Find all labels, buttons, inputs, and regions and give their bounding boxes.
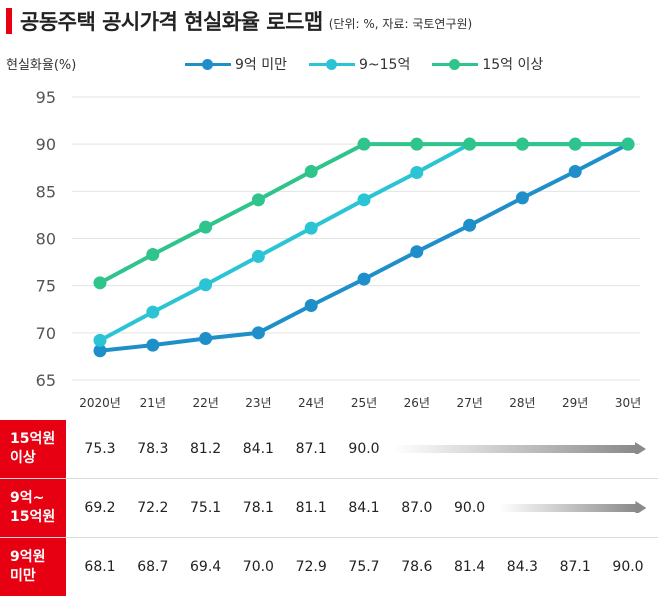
legend-item: 9억 미만	[185, 54, 287, 74]
x-tick-label: 27년	[456, 396, 482, 410]
data-point	[199, 331, 213, 345]
y-tick-label: 70	[36, 324, 56, 343]
table-cell: 69.4	[190, 559, 222, 575]
legend-swatch	[185, 57, 231, 71]
data-point	[251, 249, 265, 263]
data-point	[515, 191, 529, 205]
data-point	[93, 344, 107, 358]
table-cell: 81.2	[190, 441, 222, 457]
table-cell: 75.1	[190, 500, 222, 516]
data-point	[515, 137, 529, 151]
data-point	[199, 220, 213, 234]
legend-label: 15억 이상	[482, 57, 544, 73]
line-chart: 65 70 75 80 85 90 95 2020년 21년 22년 23년 24년 25년 26년 27년…	[36, 88, 642, 410]
y-tick-label: 65	[36, 371, 56, 390]
data-point	[304, 165, 318, 179]
data-point	[357, 137, 371, 151]
x-tick-label: 25년	[351, 396, 377, 410]
table-cell: 70.0	[242, 559, 274, 575]
table-cell: 90.0	[348, 441, 380, 457]
row-header: 9억원 미만	[0, 538, 66, 596]
data-point	[304, 298, 318, 312]
table-row: 9억~ 15억원 69.2 72.2 75.1 78.1 81.1 84.1 87.0 90.0	[0, 478, 658, 537]
chart-subtitle: (단위: %, 자료: 국토연구원)	[328, 16, 473, 31]
data-point	[251, 326, 265, 340]
continuation-arrow	[499, 501, 646, 513]
table-cell: 72.2	[137, 500, 169, 516]
data-point	[568, 165, 582, 179]
x-tick-label: 23년	[245, 396, 271, 410]
legend-swatch	[309, 57, 355, 71]
y-tick-label: 95	[36, 88, 56, 107]
y-axis-label: 현실화율(%)	[6, 58, 77, 73]
data-point	[93, 276, 107, 290]
table-cell: 72.9	[295, 559, 327, 575]
x-tick-label: 2020년	[79, 396, 121, 410]
table-cell: 84.3	[506, 559, 538, 575]
data-point	[410, 137, 424, 151]
data-point	[357, 193, 371, 207]
data-point	[410, 165, 424, 179]
legend-label: 9억 미만	[235, 57, 287, 73]
table-row: 15억원 이상 75.3 78.3 81.2 84.1 87.1 90.0	[0, 420, 658, 478]
legend-label: 9~15억	[359, 57, 411, 73]
table-cell: 87.0	[401, 500, 433, 516]
table-cell: 81.4	[454, 559, 486, 575]
table-cell: 78.1	[242, 500, 274, 516]
x-tick-label: 26년	[404, 396, 430, 410]
legend-item: 15억 이상	[432, 54, 543, 74]
table-cell: 84.1	[242, 441, 274, 457]
table-cell: 78.3	[137, 441, 169, 457]
data-point	[568, 137, 582, 151]
x-tick-label: 29년	[562, 396, 588, 410]
y-tick-label: 80	[36, 230, 56, 249]
data-point	[357, 272, 371, 286]
legend-item: 9~15억	[309, 54, 410, 74]
table-cell: 75.3	[84, 441, 116, 457]
x-tick-label: 24년	[298, 396, 324, 410]
table-cell: 78.6	[401, 559, 433, 575]
title-accent-bar	[6, 8, 12, 34]
x-tick-label: 22년	[192, 396, 218, 410]
data-point	[199, 278, 213, 292]
data-point	[621, 137, 635, 151]
table-cell: 84.1	[348, 500, 380, 516]
x-tick-label: 30년	[615, 396, 641, 410]
table-row: 9억원 미만 68.1 68.7 69.4 70.0 72.9 75.7 78.6 81.4 84…	[0, 537, 658, 596]
data-point	[146, 305, 160, 319]
row-header: 15억원 이상	[0, 420, 66, 478]
table-cell: 90.0	[454, 500, 486, 516]
x-tick-label: 21년	[140, 396, 166, 410]
x-tick-label: 28년	[509, 396, 535, 410]
table-cell: 75.7	[348, 559, 380, 575]
data-point	[463, 137, 477, 151]
data-point	[251, 193, 265, 207]
data-point	[304, 221, 318, 235]
table-cell: 81.1	[295, 500, 327, 516]
series-line	[98, 142, 630, 353]
table-cell: 87.1	[295, 441, 327, 457]
data-point	[463, 218, 477, 232]
y-tick-label: 75	[36, 277, 56, 296]
row-header: 9억~ 15억원	[0, 479, 66, 537]
legend: 9억 미만 9~15억 15억 이상	[185, 54, 565, 74]
table-cell: 68.1	[84, 559, 116, 575]
data-point	[146, 338, 160, 352]
chart-title: 공동주택 공시가격 현실화율 로드맵	[20, 10, 323, 34]
data-table: 15억원 이상 75.3 78.3 81.2 84.1 87.1 90.0 9억~ 15억원 6…	[0, 420, 658, 596]
y-tick-label: 85	[36, 182, 56, 201]
table-cell: 87.1	[559, 559, 591, 575]
title-area: 공동주택 공시가격 현실화율 로드맵 (단위: %, 자료: 국토연구원)	[6, 6, 472, 36]
table-cell: 90.0	[612, 559, 644, 575]
table-cell: 69.2	[84, 500, 116, 516]
continuation-arrow	[394, 442, 646, 454]
series-line	[98, 142, 630, 285]
legend-swatch	[432, 57, 479, 71]
table-cell: 68.7	[137, 559, 169, 575]
data-point	[146, 248, 160, 262]
data-point	[93, 333, 107, 347]
data-point	[410, 245, 424, 259]
y-tick-label: 90	[36, 135, 56, 154]
